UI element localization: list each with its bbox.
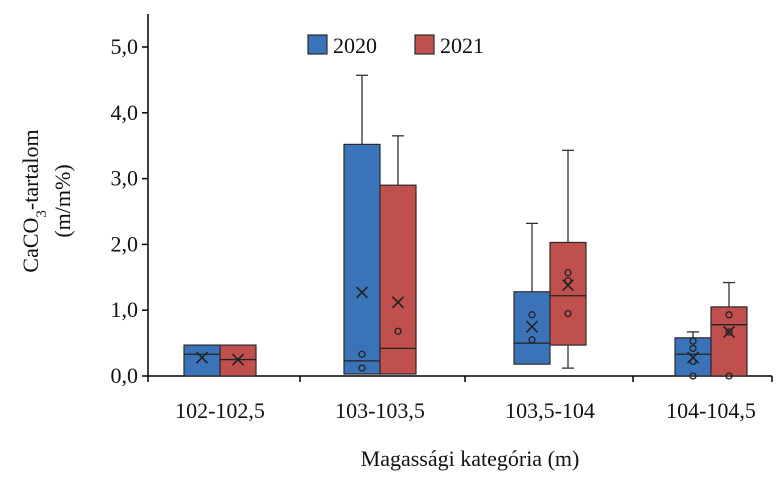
mean-marker [722, 325, 736, 338]
y-axis-title-line1: CaCO3-tartalom [18, 129, 50, 272]
y-tick-label: 3,0 [111, 166, 139, 191]
y-axis-title-line1-group: CaCO3-tartalom [18, 129, 50, 272]
outlier-point [689, 344, 697, 353]
y-tick-label: 0,0 [111, 363, 139, 388]
box-2021 [379, 184, 417, 375]
mean-marker [355, 286, 369, 299]
outlier-point [689, 337, 697, 345]
box-2021 [549, 241, 587, 346]
outlier-point [564, 269, 572, 277]
outlier-point [725, 311, 733, 319]
box-2020 [183, 344, 221, 377]
legend-swatch-2020 [307, 34, 328, 55]
x-axis-title: Magassági kategória (m) [361, 446, 580, 471]
y-axis-title-line2: (m/m%) [50, 164, 75, 237]
y-tick-label: 2,0 [111, 231, 139, 256]
mean-marker [686, 351, 700, 364]
mean-marker [561, 279, 575, 292]
outlier-point [528, 336, 536, 344]
x-tick-label: 104-104,5 [666, 398, 756, 423]
outlier-point [358, 350, 366, 358]
mean-marker [231, 353, 245, 366]
mean-marker [391, 296, 405, 309]
outlier-point [689, 372, 697, 380]
outlier-point [564, 309, 572, 318]
x-tick-label: 103-103,5 [335, 398, 425, 423]
outlier-point [725, 328, 733, 336]
x-tick-label: 102-102,5 [175, 398, 265, 423]
mean-marker [195, 351, 209, 364]
legend-label-2021: 2021 [440, 33, 484, 58]
mean-marker [525, 320, 539, 333]
outlier-point [358, 364, 366, 372]
outlier-point [528, 311, 536, 319]
legend-swatch-2021 [414, 34, 435, 55]
outlier-point [564, 276, 572, 285]
y-tick-label: 4,0 [111, 100, 139, 125]
legend-label-2020: 2020 [333, 33, 377, 58]
x-tick-label: 103,5-104 [505, 398, 595, 423]
y-tick-label: 5,0 [111, 34, 139, 59]
y-axis-title-line2-group: (m/m%) [50, 164, 75, 237]
outlier-point [725, 372, 733, 380]
plot-area: 0,0 1,0 2,0 3,0 4,0 5,0 102-102,5 103-103,5 103,… [111, 14, 773, 423]
y-tick-label: 1,0 [111, 297, 139, 322]
box-2020 [343, 143, 381, 375]
box-2020 [513, 291, 551, 365]
outlier-point [394, 327, 402, 335]
